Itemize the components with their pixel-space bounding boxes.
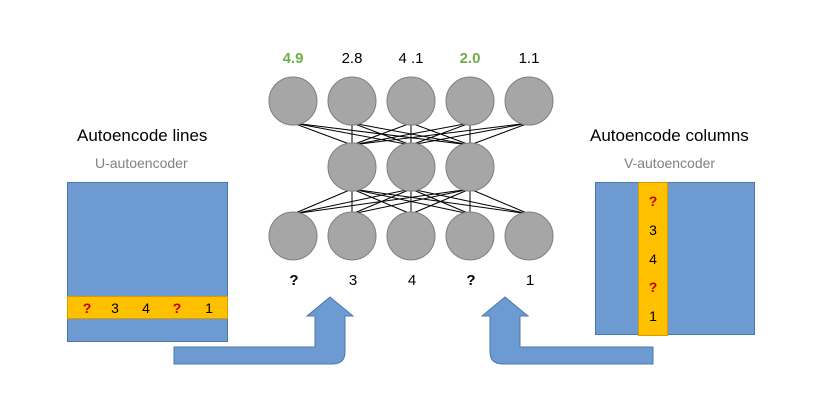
row-cell: ? bbox=[172, 300, 182, 316]
column-cell: ? bbox=[648, 193, 658, 209]
output-node bbox=[327, 76, 377, 126]
input-value: 4 bbox=[407, 272, 417, 289]
output-node bbox=[268, 76, 318, 126]
right-panel-subtitle: V-autoencoder bbox=[624, 155, 716, 171]
input-value: ? bbox=[466, 272, 476, 289]
input-value: ? bbox=[289, 272, 299, 289]
output-node bbox=[386, 76, 436, 126]
column-cell: 4 bbox=[649, 251, 657, 267]
network-edge bbox=[469, 122, 530, 146]
row-cell: 3 bbox=[111, 300, 119, 316]
input-node bbox=[268, 211, 318, 261]
network-edge bbox=[292, 188, 412, 215]
network-edge bbox=[351, 188, 471, 215]
input-node bbox=[327, 211, 377, 261]
network-edge bbox=[292, 188, 471, 215]
network-edge bbox=[410, 188, 471, 215]
u-matrix: ? 3 4 ? 1 bbox=[67, 182, 228, 342]
column-cell: 3 bbox=[649, 222, 657, 238]
network-edge bbox=[351, 122, 412, 146]
network-edge bbox=[351, 122, 530, 146]
left-panel-title: Autoencode lines bbox=[77, 126, 208, 145]
right-arrow-icon bbox=[480, 296, 654, 365]
column-cell: 1 bbox=[649, 308, 657, 324]
left-panel-subtitle: U-autoencoder bbox=[95, 155, 188, 171]
row-cell: 1 bbox=[205, 300, 213, 316]
right-panel-title: Autoencode columns bbox=[590, 126, 749, 145]
network-edge bbox=[292, 188, 353, 215]
column-cell: ? bbox=[648, 279, 658, 295]
output-value: 4 .1 bbox=[398, 50, 424, 67]
hidden-node bbox=[445, 142, 495, 192]
left-arrow-icon bbox=[173, 296, 355, 365]
input-node bbox=[504, 211, 554, 261]
network-edges bbox=[292, 122, 530, 215]
output-value: 1.1 bbox=[518, 50, 540, 67]
row-cell: ? bbox=[82, 300, 92, 316]
u-matrix-row-strip: ? 3 4 ? 1 bbox=[67, 296, 228, 319]
network-edge bbox=[469, 188, 530, 215]
input-value: 1 bbox=[525, 272, 535, 289]
v-matrix-column-strip: ? 3 4 ? 1 bbox=[638, 182, 668, 336]
network-edge bbox=[410, 122, 530, 146]
output-node bbox=[445, 76, 495, 126]
hidden-node bbox=[327, 142, 377, 192]
input-node bbox=[445, 211, 495, 261]
output-value: 2.8 bbox=[341, 50, 363, 67]
v-matrix: ? 3 4 ? 1 bbox=[595, 182, 755, 336]
network-nodes bbox=[268, 76, 554, 261]
hidden-node bbox=[386, 142, 436, 192]
row-cell: 4 bbox=[142, 300, 150, 316]
input-node bbox=[386, 211, 436, 261]
output-node bbox=[504, 76, 554, 126]
network-edge bbox=[351, 122, 471, 146]
network-edge bbox=[292, 122, 353, 146]
input-value: 3 bbox=[348, 272, 358, 289]
output-value: 2.0 bbox=[459, 50, 481, 67]
output-value: 4.9 bbox=[282, 50, 304, 67]
